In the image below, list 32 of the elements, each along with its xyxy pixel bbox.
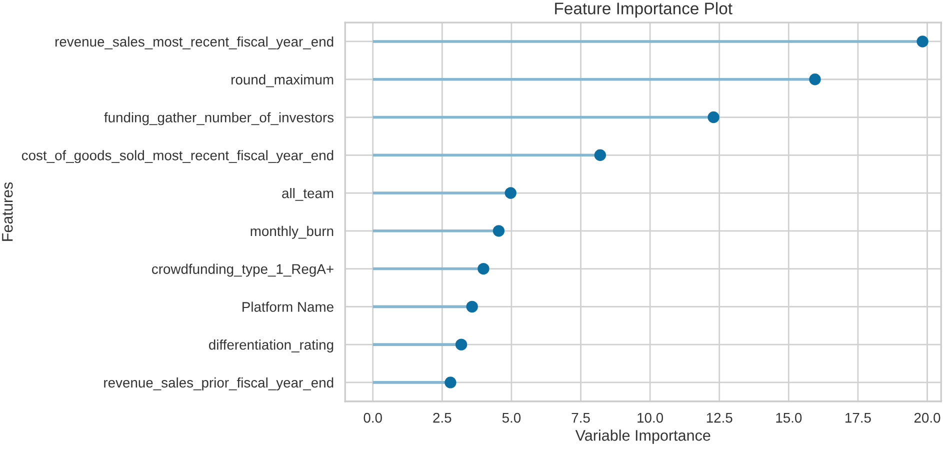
point: [708, 111, 720, 124]
x-tick-label: 12.5: [706, 412, 732, 423]
x-tick-label: 20.0: [914, 412, 940, 423]
x-tick-label: 15.0: [776, 412, 802, 423]
point: [466, 300, 478, 313]
point: [444, 376, 456, 388]
x-tick-label: 10.0: [638, 412, 664, 423]
point: [455, 338, 468, 350]
y-tick-label: revenue_sales_most_recent_fiscal_year_end: [55, 36, 334, 50]
point: [478, 262, 490, 275]
y-tick-label: monthly_burn: [250, 226, 334, 239]
x-axis-title: Variable Importance: [575, 430, 710, 444]
chart-title: Feature Importance Plot: [555, 2, 732, 18]
x-tick-label: 7.5: [572, 413, 590, 423]
y-tick-label: cost_of_goods_sold_most_recent_fiscal_year_end: [22, 150, 334, 164]
y-axis-title: Features: [2, 182, 13, 241]
point: [492, 225, 505, 237]
point: [809, 74, 821, 86]
y-tick-label: funding_gather_number_of_investors: [104, 112, 334, 126]
y-tick-label: Platform Name: [242, 302, 334, 312]
point: [504, 187, 516, 199]
y-tick-label: crowdfunding_type_1_RegA+: [152, 264, 334, 277]
x-tick-label: 2.5: [433, 412, 452, 423]
y-tick-label: differentiation_rating: [209, 340, 334, 352]
point: [916, 36, 928, 48]
y-tick-label: revenue_sales_prior_fiscal_year_end: [104, 377, 334, 390]
y-tick-label: all_team: [282, 188, 334, 201]
x-tick-label: 5.0: [502, 412, 521, 423]
x-tick-label: 17.5: [846, 413, 871, 423]
x-tick-label: 0.0: [364, 412, 382, 423]
y-tick-label: round_maximum: [232, 74, 334, 88]
point: [594, 149, 606, 161]
